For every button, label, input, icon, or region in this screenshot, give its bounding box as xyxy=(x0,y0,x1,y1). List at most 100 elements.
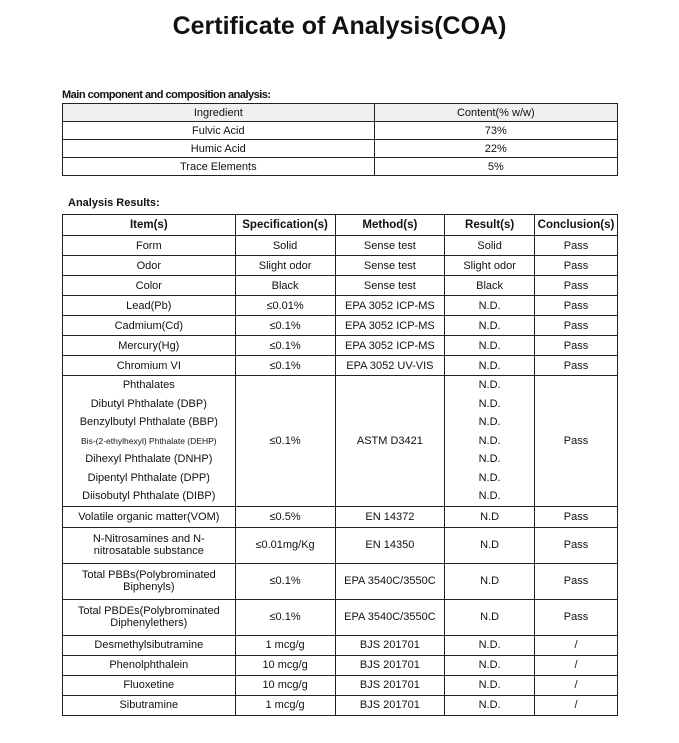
table-cell: Form xyxy=(62,235,236,256)
composition-label: Main component and composition analysis: xyxy=(62,89,271,101)
table-cell: ≤0.1% xyxy=(234,375,336,507)
table-cell: ≤0.01% xyxy=(234,295,336,316)
table-row: Color Black Sense test Black Pass xyxy=(62,275,619,296)
table-cell: Color xyxy=(62,275,236,296)
table-cell: EPA 3540C/3550C xyxy=(334,598,446,636)
table-cell: Pass xyxy=(533,526,619,564)
table-cell: Pass xyxy=(533,375,619,507)
table-row: Lead(Pb) ≤0.01% EPA 3052 ICP-MS N.D. Pass xyxy=(62,295,619,316)
table-cell: N.D. xyxy=(444,634,535,656)
table-cell: ASTM D3421 xyxy=(334,375,446,507)
table-cell: 22% xyxy=(373,139,619,158)
table-cell: EPA 3052 ICP-MS xyxy=(334,335,446,356)
table-cell: Pass xyxy=(533,355,619,376)
phthalate-result: N.D. xyxy=(478,434,501,447)
table-row: Phenolphthalein 10 mcg/g BJS 201701 N.D. / xyxy=(62,654,619,676)
phthalate-item: Bis-(2-ethylhexyl) Phthalate (DEHP) xyxy=(81,435,217,446)
table-cell: BJS 201701 xyxy=(334,694,446,716)
table-cell: Pass xyxy=(533,275,619,296)
table-row: Trace Elements 5% xyxy=(62,157,619,176)
table-row: Total PBDEs(Polybrominated Diphenylether… xyxy=(62,598,619,636)
column-header: Result(s) xyxy=(444,214,535,236)
table-cell: 73% xyxy=(373,121,619,140)
table-cell: Pass xyxy=(533,505,619,528)
table-cell: Cadmium(Cd) xyxy=(62,315,236,336)
table-cell: 10 mcg/g xyxy=(234,654,336,676)
table-cell: Pass xyxy=(533,315,619,336)
table-row: Sibutramine 1 mcg/g BJS 201701 N.D. / xyxy=(62,694,619,716)
table-cell: BJS 201701 xyxy=(334,674,446,696)
table-cell: EN 14350 xyxy=(334,526,446,564)
table-cell: 10 mcg/g xyxy=(234,674,336,696)
table-cell: N.D xyxy=(444,598,535,636)
table-cell: EPA 3052 ICP-MS xyxy=(334,295,446,316)
table-cell: Sibutramine xyxy=(62,694,236,716)
table-cell: Solid xyxy=(234,235,336,256)
column-header: Ingredient xyxy=(62,103,375,122)
table-cell: EPA 3052 ICP-MS xyxy=(334,315,446,336)
table-header-row: Ingredient Content(% w/w) xyxy=(62,103,619,122)
table-cell: ≤0.1% xyxy=(234,355,336,376)
table-row: Cadmium(Cd) ≤0.1% EPA 3052 ICP-MS N.D. Pass xyxy=(62,315,619,336)
table-cell: Black xyxy=(234,275,336,296)
page-title: Certificate of Analysis(COA) xyxy=(172,12,507,40)
table-cell: N-Nitrosamines and N-nitrosatable substa… xyxy=(62,526,236,564)
table-cell: Total PBDEs(Polybrominated Diphenylether… xyxy=(62,598,236,636)
phthalate-item: Dipentyl Phthalate (DPP) xyxy=(87,471,210,484)
table-cell: EPA 3052 UV-VIS xyxy=(334,355,446,376)
table-row: Odor Slight odor Sense test Slight odor Pass xyxy=(62,255,619,276)
table-cell: ≤0.5% xyxy=(234,505,336,528)
table-cell: Fulvic Acid xyxy=(62,121,375,140)
table-cell: 1 mcg/g xyxy=(234,634,336,656)
table-cell: Mercury(Hg) xyxy=(62,335,236,356)
phthalate-results: N.D. N.D. N.D. N.D. N.D. N.D. N.D. xyxy=(444,375,535,507)
table-cell: N.D xyxy=(444,505,535,528)
table-cell: ≤0.1% xyxy=(234,598,336,636)
table-cell: Pass xyxy=(533,255,619,276)
table-row: Desmethylsibutramine 1 mcg/g BJS 201701 N.D… xyxy=(62,634,619,656)
phthalate-result: N.D. xyxy=(478,416,501,428)
phthalate-items: Phthalates Dibutyl Phthalate (DBP) Benzylb… xyxy=(62,375,236,507)
composition-table: Ingredient Content(% w/w) Fulvic Acid 73% Hu… xyxy=(62,103,619,176)
table-cell: EPA 3540C/3550C xyxy=(334,562,446,600)
phthalate-item: Dibutyl Phthalate (DBP) xyxy=(90,397,207,410)
phthalate-item: Benzylbutyl Phthalate (BBP) xyxy=(79,416,218,428)
table-cell: Slight odor xyxy=(234,255,336,276)
table-cell: N.D xyxy=(444,526,535,564)
table-cell: Sense test xyxy=(334,255,446,276)
table-row: N-Nitrosamines and N-nitrosatable substa… xyxy=(62,526,619,564)
table-cell: ≤0.01mg/Kg xyxy=(234,526,336,564)
column-header: Specification(s) xyxy=(234,214,336,236)
phthalate-result: N.D. xyxy=(478,453,501,465)
table-cell: Sense test xyxy=(334,235,446,256)
table-cell: Chromium VI xyxy=(62,355,236,376)
table-cell: Black xyxy=(444,275,535,296)
table-row: Fluoxetine 10 mcg/g BJS 201701 N.D. / xyxy=(62,674,619,696)
table-cell: Pass xyxy=(533,598,619,636)
table-cell: N.D. xyxy=(444,335,535,356)
table-cell: ≤0.1% xyxy=(234,562,336,600)
table-cell: Fluoxetine xyxy=(62,674,236,696)
table-cell: N.D. xyxy=(444,295,535,316)
table-cell: N.D. xyxy=(444,654,535,676)
column-header: Content(% w/w) xyxy=(373,103,619,122)
table-cell: Trace Elements xyxy=(62,157,375,176)
phthalate-item: Diisobutyl Phthalate (DIBP) xyxy=(82,490,216,502)
results-label: Analysis Results: xyxy=(68,197,160,209)
table-row: Form Solid Sense test Solid Pass xyxy=(62,235,619,256)
table-cell: ≤0.1% xyxy=(234,315,336,336)
table-cell: Pass xyxy=(533,295,619,316)
table-row: Humic Acid 22% xyxy=(62,139,619,158)
column-header: Conclusion(s) xyxy=(533,214,619,236)
table-cell: ≤0.1% xyxy=(234,335,336,356)
table-cell: Sense test xyxy=(334,275,446,296)
table-cell: Total PBBs(Polybrominated Biphenyls) xyxy=(62,562,236,600)
table-cell: BJS 201701 xyxy=(334,634,446,656)
table-cell: Phenolphthalein xyxy=(62,654,236,676)
table-cell: / xyxy=(533,674,619,696)
table-cell: Volatile organic matter(VOM) xyxy=(62,505,236,528)
table-cell: / xyxy=(533,654,619,676)
results-table: Item(s) Specification(s) Method(s) Result(s… xyxy=(62,214,619,716)
table-row: Chromium VI ≤0.1% EPA 3052 UV-VIS N.D. Pass xyxy=(62,355,619,376)
table-cell: Lead(Pb) xyxy=(62,295,236,316)
